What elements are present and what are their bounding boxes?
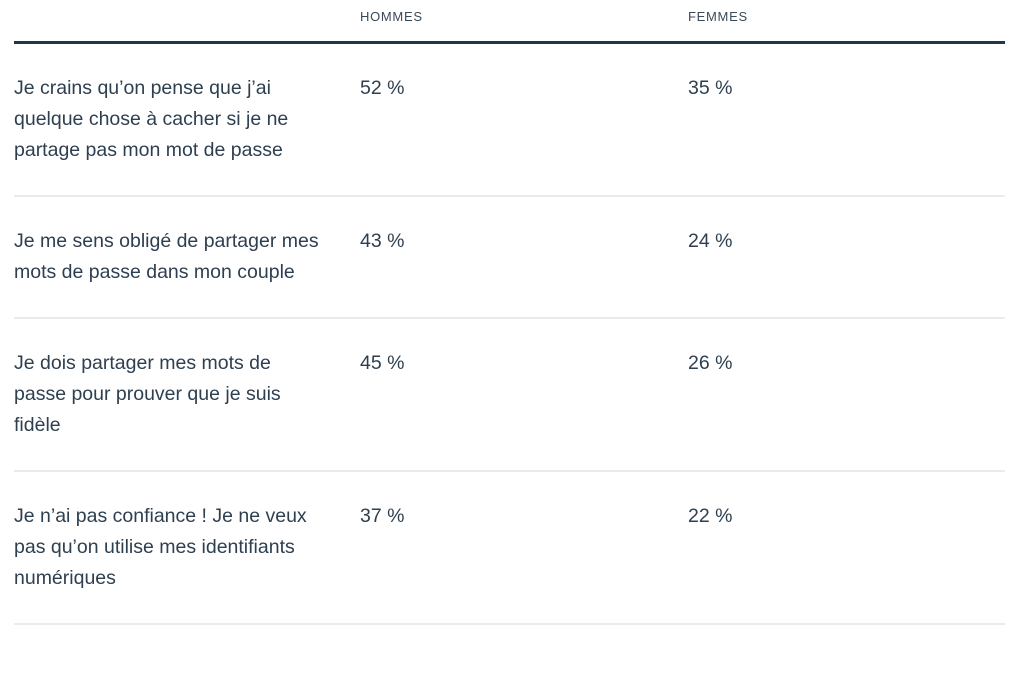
- hommes-value: 45 %: [360, 318, 688, 472]
- table-row: Je crains qu’on pense que j’ai quelque c…: [14, 42, 1005, 197]
- table-row: Je n’ai pas confiance ! Je ne veux pas q…: [14, 471, 1005, 625]
- table-body: Je crains qu’on pense que j’ai quelque c…: [14, 42, 1005, 625]
- survey-results-table: HOMMES FEMMES Je crains qu’on pense que …: [14, 0, 1005, 625]
- hommes-value: 37 %: [360, 471, 688, 625]
- femmes-value: 24 %: [688, 196, 1005, 319]
- column-header-hommes: HOMMES: [360, 0, 688, 44]
- femmes-value: 35 %: [688, 42, 1005, 197]
- table-header: HOMMES FEMMES: [14, 0, 1005, 44]
- table-row: Je dois partager mes mots de passe pour …: [14, 318, 1005, 472]
- table-container: HOMMES FEMMES Je crains qu’on pense que …: [14, 0, 1005, 625]
- header-row: HOMMES FEMMES: [14, 0, 1005, 44]
- femmes-value: 22 %: [688, 471, 1005, 625]
- statement-text: Je crains qu’on pense que j’ai quelque c…: [14, 42, 360, 197]
- statement-text: Je n’ai pas confiance ! Je ne veux pas q…: [14, 471, 360, 625]
- femmes-value: 26 %: [688, 318, 1005, 472]
- hommes-value: 52 %: [360, 42, 688, 197]
- statement-text: Je me sens obligé de partager mes mots d…: [14, 196, 360, 319]
- column-header-femmes: FEMMES: [688, 0, 1005, 44]
- statement-text: Je dois partager mes mots de passe pour …: [14, 318, 360, 472]
- table-row: Je me sens obligé de partager mes mots d…: [14, 196, 1005, 319]
- hommes-value: 43 %: [360, 196, 688, 319]
- column-header-statement: [14, 0, 360, 44]
